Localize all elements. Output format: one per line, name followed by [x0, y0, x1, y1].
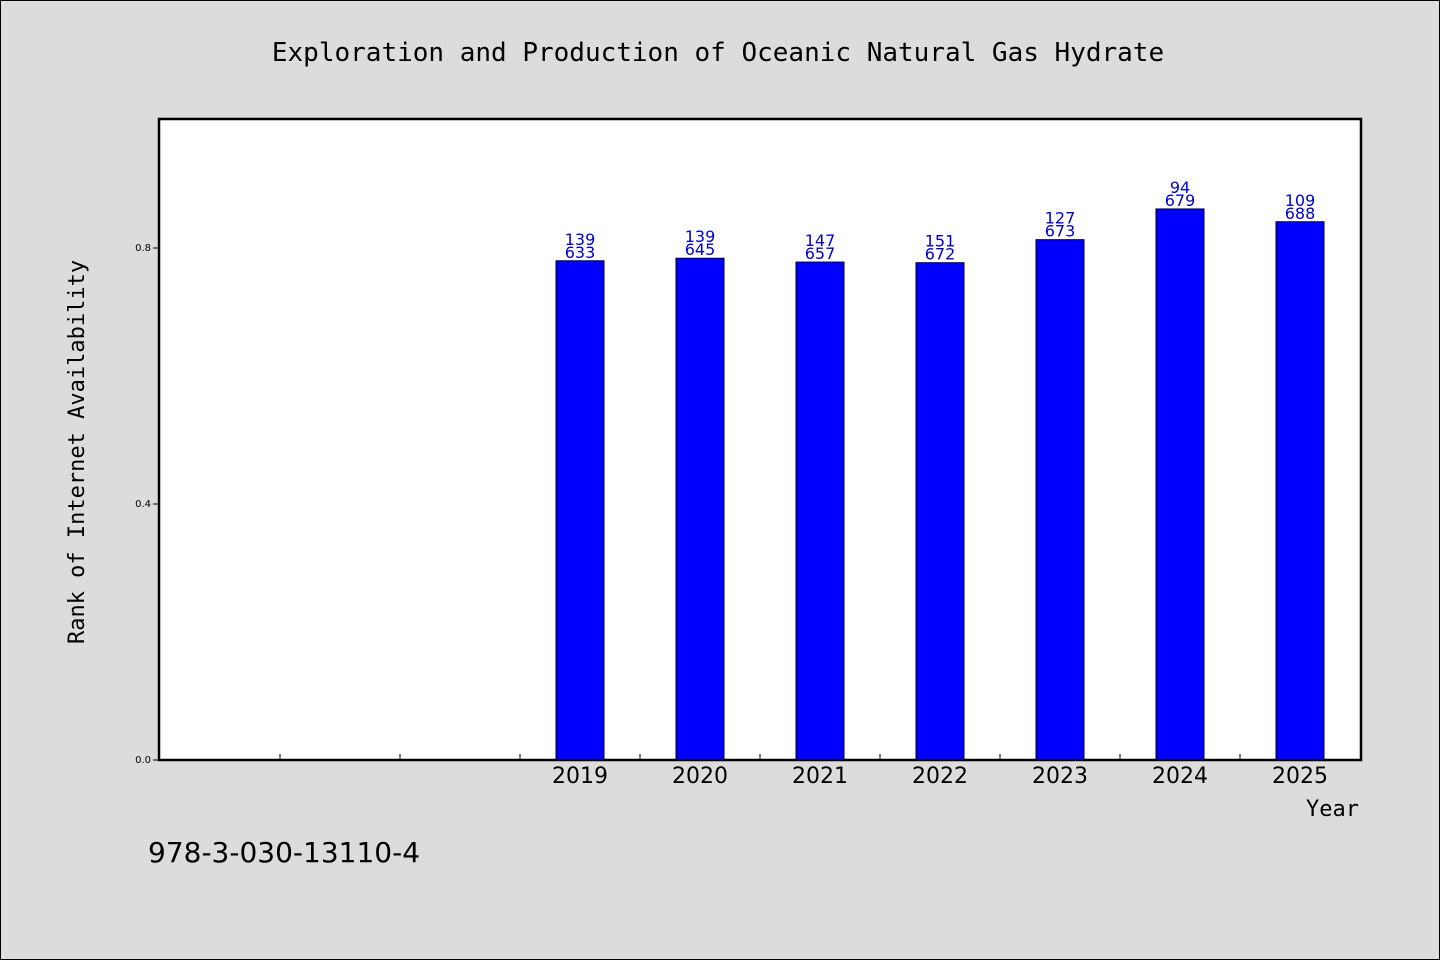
bar-label-bottom: 679 [1165, 191, 1196, 210]
bar-label-top: 94 [1170, 178, 1190, 197]
x-tick-label: 2019 [552, 764, 608, 789]
y-axis-ticks: 0.0 0.4 0.8 [135, 243, 160, 766]
y-tick-label: 0.4 [135, 499, 151, 510]
bar-2019 [555, 260, 605, 761]
bar-2025 [1275, 221, 1325, 761]
y-tick-label: 0.8 [135, 243, 151, 254]
bar-label-top: 139 [685, 227, 716, 246]
bar-label-bottom: 673 [1045, 222, 1076, 241]
bar-label-bottom: 645 [685, 240, 716, 259]
bar-label-bottom: 688 [1285, 204, 1316, 223]
bar-label-bottom: 672 [925, 245, 956, 264]
x-tick-label: 2021 [792, 764, 848, 789]
bar-label-bottom: 657 [805, 244, 836, 263]
bar-label-top: 139 [565, 230, 596, 249]
bar-2022 [915, 262, 965, 761]
x-tick-label: 2025 [1272, 764, 1328, 789]
bar-label-top: 109 [1285, 191, 1316, 210]
bar-2024 [1155, 208, 1205, 761]
bar-2023 [1035, 239, 1085, 761]
chart-title: Exploration and Production of Oceanic Na… [272, 38, 1164, 68]
bar-label-top: 127 [1045, 209, 1076, 228]
x-tick-label: 2022 [912, 764, 968, 789]
bar-label-bottom: 633 [565, 243, 596, 262]
bar-series [555, 208, 1325, 761]
bar-label-top: 151 [925, 232, 956, 251]
isbn-footer: 978-3-030-13110-4 [148, 836, 420, 869]
x-tick-label: 2024 [1152, 764, 1208, 789]
x-axis-ticks: 2019 2020 2021 2022 2023 2024 2025 [279, 754, 1328, 789]
bar-label-top: 147 [805, 231, 836, 250]
bar-2020 [675, 257, 725, 761]
y-tick-label: 0.0 [135, 755, 151, 766]
bar-2021 [795, 261, 845, 761]
x-axis-label: Year [1306, 797, 1359, 822]
x-tick-label: 2023 [1032, 764, 1088, 789]
x-tick-label: 2020 [672, 764, 728, 789]
y-axis-label: Rank of Internet Availability [65, 260, 90, 644]
